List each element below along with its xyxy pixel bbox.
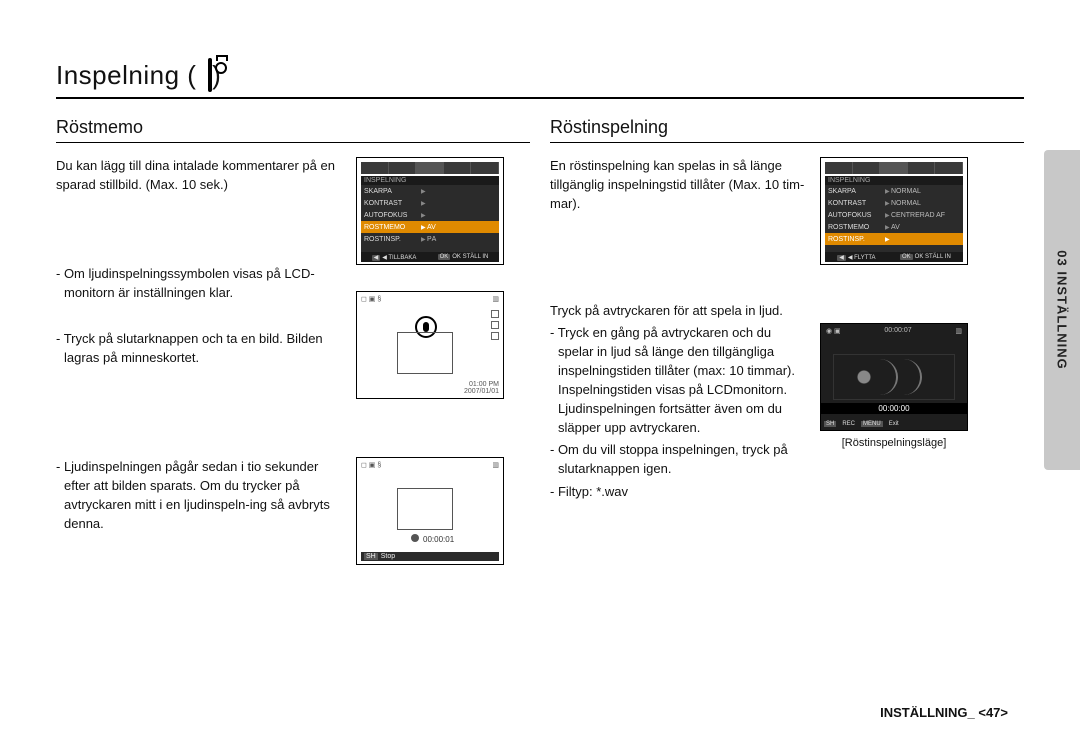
heading-rostinsp: Röstinspelning — [550, 117, 1024, 143]
menu-foot-move: ◀ FLYTTA — [848, 255, 876, 261]
rostmemo-intro: Du kan lägg till dina intalade kommentar… — [56, 157, 346, 195]
voice-rec-lcd: ◉ ▣00:00:07▥ 00:00:00 SH REC MENU Exit — [820, 323, 968, 431]
lcd-recording: ◻ ▣ §▥ 00:00:01 SHStop — [356, 457, 504, 565]
list-item: - Om du vill stoppa inspelningen, tryck … — [550, 441, 810, 479]
page: Inspelning ( ) Röstmemo Du kan lägg till… — [56, 60, 1024, 591]
exit-label: Exit — [889, 421, 899, 427]
section-tab: 03 INSTÄLLNING — [1044, 150, 1080, 470]
rostinsp-intro: En röstinspelning kan spelas in så länge… — [550, 157, 810, 214]
heading-rostmemo-text: Röstmemo — [56, 117, 143, 138]
lcd-time: 01:00 PM — [361, 381, 499, 388]
list-item: - Ljudinspelningen pågår sedan i tio sek… — [56, 458, 346, 533]
col-left: Röstmemo Du kan lägg till dina intalade … — [56, 117, 530, 591]
menu-foot-set: OK STÄLL IN — [452, 254, 488, 260]
rostinsp-lead: Tryck på avtryckaren för att spela in lj… — [550, 302, 810, 321]
page-footer: INSTÄLLNING_ <47> — [880, 705, 1008, 720]
list-item: - Filtyp: *.wav — [550, 483, 810, 502]
page-title-row: Inspelning ( ) — [56, 60, 1024, 99]
rec-label: REC — [842, 421, 855, 427]
heading-rostmemo: Röstmemo — [56, 117, 530, 143]
rec-remaining: 00:00:00 — [821, 403, 967, 414]
camera-icon — [208, 58, 212, 92]
sound-wave-icon — [833, 354, 955, 400]
columns: Röstmemo Du kan lägg till dina intalade … — [56, 117, 1024, 591]
sh-label: SH — [364, 553, 378, 560]
list-item: - Tryck på slutarknappen och ta en bild.… — [56, 330, 346, 368]
heading-rostinsp-text: Röstinspelning — [550, 117, 668, 138]
lcd-caption: [Röstinspelningsläge] — [820, 437, 968, 449]
lcd-preview: ◻ ▣ §▥ 01:00 PM 2007/01/01 — [356, 291, 504, 399]
section-tab-label: 03 INSTÄLLNING — [1055, 250, 1070, 369]
list-item: - Tryck en gång på avtryckaren och du sp… — [550, 324, 810, 437]
page-title: Inspelning ( ) — [56, 60, 221, 91]
camera-menu-right: INSPELNINGSKÄRPA▶NORMALKONTRAST▶NORMALAU… — [820, 157, 968, 265]
camera-menu-left: INSPELNINGSKÄRPA▶KONTRAST▶AUTOFOKUS▶RÖST… — [356, 157, 504, 265]
rec-timer: 00:00:01 — [423, 535, 454, 544]
rec-elapsed: 00:00:07 — [884, 327, 911, 335]
menu-tag: MENU — [861, 421, 883, 427]
sh-tag: SH — [824, 421, 836, 427]
lcd-date: 2007/01/01 — [361, 388, 499, 395]
list-item: - Om ljudinspelningssymbolen visas på LC… — [56, 265, 346, 303]
stop-label: Stop — [381, 553, 395, 560]
page-title-text: Inspelning ( — [56, 60, 196, 90]
menu-foot-set: OK STÄLL IN — [915, 254, 951, 260]
menu-foot-back: ◀ TILLBAKA — [382, 255, 416, 261]
col-right: Röstinspelning En röstinspelning kan spe… — [550, 117, 1024, 591]
